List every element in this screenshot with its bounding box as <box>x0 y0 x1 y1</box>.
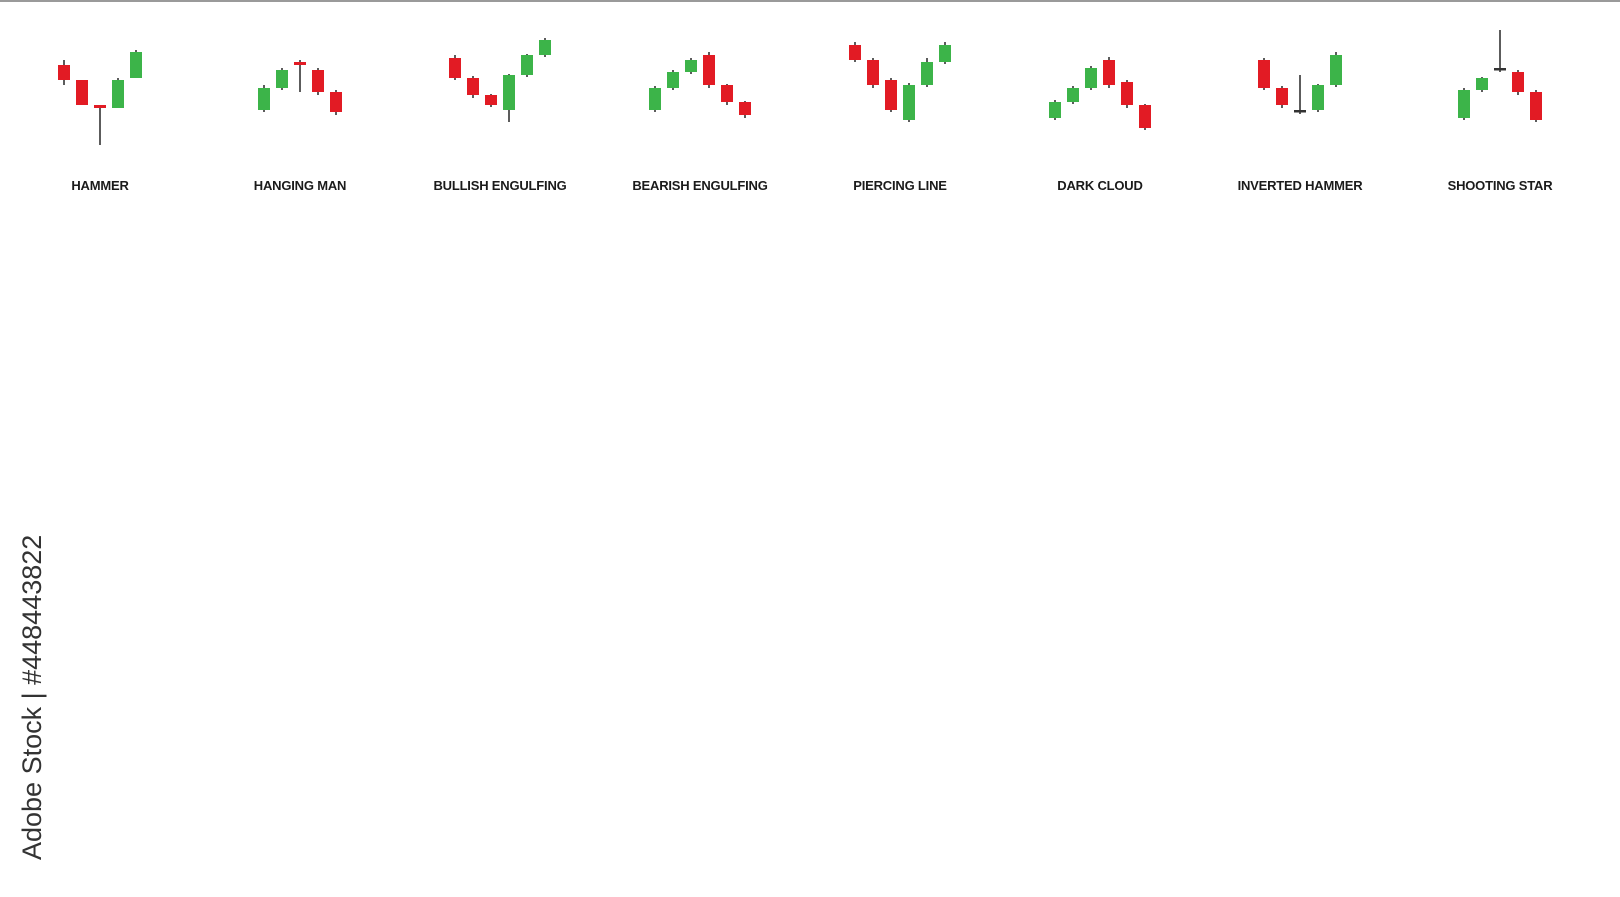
candle-bearish <box>1139 105 1151 128</box>
candle-bearish <box>721 85 733 102</box>
pattern-chart <box>1258 52 1342 114</box>
candle-bullish <box>1067 88 1079 102</box>
pattern-label: DARK CLOUD <box>1057 178 1143 193</box>
candle-bearish <box>867 60 879 85</box>
candle-bearish <box>485 95 497 105</box>
candle-bearish <box>312 70 324 92</box>
candle-bullish <box>1312 85 1324 110</box>
candle-bearish <box>739 102 751 115</box>
pattern-label: HAMMER <box>71 178 129 193</box>
pattern-shooting-star: SHOOTING STAR <box>1400 30 1600 200</box>
pattern-label: HANGING MAN <box>253 178 347 193</box>
pattern-chart <box>449 38 551 122</box>
pattern-label: BEARISH ENGULFING <box>632 178 768 193</box>
pattern-label: PIERCING LINE <box>853 178 947 193</box>
candle-bullish <box>685 60 697 72</box>
candle-bullish <box>112 80 124 108</box>
candle-bullish <box>667 72 679 88</box>
pattern-label: BULLISH ENGULFING <box>433 178 567 193</box>
candle-bullish <box>130 52 142 78</box>
pattern-label: SHOOTING STAR <box>1447 178 1553 193</box>
candle-bearish <box>58 65 70 80</box>
candle-bearish <box>1103 60 1115 85</box>
pattern-bearish-engulfing: BEARISH ENGULFING <box>600 30 800 200</box>
candle-bearish <box>885 80 897 110</box>
candle-bullish <box>1476 78 1488 90</box>
candle-bullish <box>276 70 288 88</box>
candle-bearish <box>467 78 479 95</box>
candle-bearish <box>76 80 88 105</box>
candle-bearish <box>1276 88 1288 105</box>
candle-bearish <box>294 62 306 65</box>
candle-bullish <box>939 45 951 62</box>
watermark-credit: Adobe Stock | #448443822 <box>17 534 47 860</box>
pattern-bullish-engulfing: BULLISH ENGULFING <box>400 30 600 200</box>
pattern-label: INVERTED HAMMER <box>1237 178 1363 193</box>
pattern-piercing-line: PIERCING LINE <box>800 30 1000 200</box>
candle-bearish <box>849 45 861 60</box>
pattern-hammer: HAMMER <box>0 30 200 200</box>
candle-bearish <box>1512 72 1524 92</box>
candle-doji <box>1294 110 1306 113</box>
candle-bullish <box>1085 68 1097 88</box>
pattern-chart <box>1049 57 1151 130</box>
pattern-chart <box>849 42 951 122</box>
candle-bullish <box>1330 55 1342 85</box>
candle-doji <box>1494 68 1506 71</box>
candle-bearish <box>94 105 106 108</box>
candle-bullish <box>1458 90 1470 118</box>
candle-bullish <box>921 62 933 85</box>
candle-bullish <box>503 75 515 110</box>
pattern-chart <box>258 60 342 115</box>
candle-bullish <box>1049 102 1061 118</box>
pattern-hanging-man: HANGING MAN <box>200 30 400 200</box>
candle-bearish <box>1530 92 1542 120</box>
candle-bullish <box>903 85 915 120</box>
candle-bearish <box>703 55 715 85</box>
candle-bearish <box>1121 82 1133 105</box>
candle-bearish <box>1258 60 1270 88</box>
candle-bearish <box>449 58 461 78</box>
pattern-inverted-hammer: INVERTED HAMMER <box>1200 30 1400 200</box>
pattern-chart <box>649 52 751 118</box>
pattern-dark-cloud: DARK CLOUD <box>1000 30 1200 200</box>
candle-bullish <box>539 40 551 55</box>
candle-bullish <box>258 88 270 110</box>
top-border <box>0 0 1620 2</box>
candle-bullish <box>649 88 661 110</box>
pattern-chart <box>58 50 142 145</box>
pattern-chart <box>1458 30 1542 122</box>
candle-bullish <box>521 55 533 75</box>
candle-bearish <box>330 92 342 112</box>
